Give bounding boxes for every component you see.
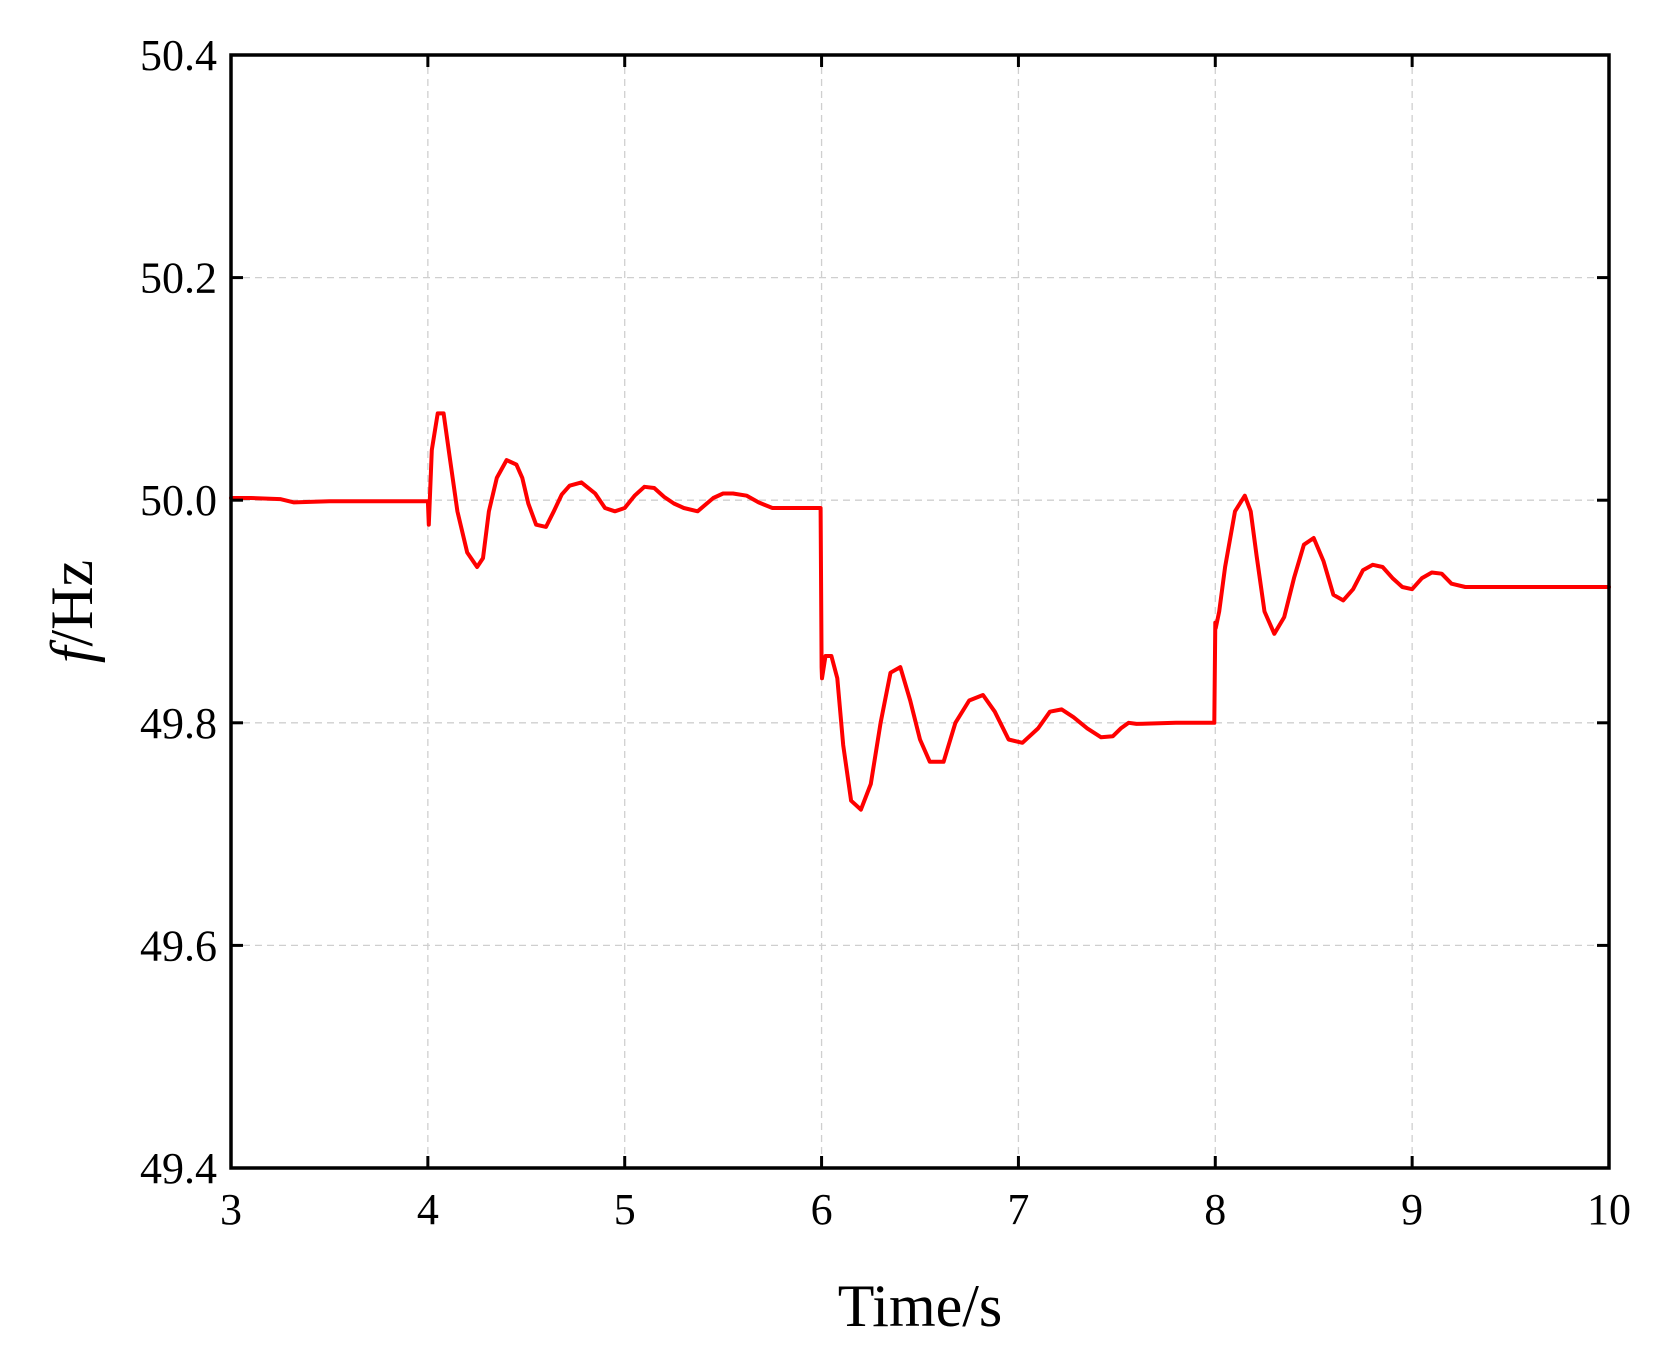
y-tick-label: 49.4 xyxy=(140,1144,217,1193)
y-tick-label: 50.4 xyxy=(140,31,217,80)
x-tick-labels: 3 4 5 6 7 8 9 10 xyxy=(220,1185,1631,1234)
y-tick-label: 50.0 xyxy=(140,476,217,525)
x-tick-label: 6 xyxy=(811,1185,833,1234)
y-tick-label: 50.2 xyxy=(140,254,217,303)
x-tick-label: 4 xyxy=(417,1185,439,1234)
frequency-series-line xyxy=(229,411,1611,812)
x-axis-title: Time/s xyxy=(838,1273,1003,1339)
y-axis-title-unit: /Hz xyxy=(39,560,105,647)
x-tick-label: 8 xyxy=(1204,1185,1226,1234)
y-axis-title: f/Hz xyxy=(39,560,105,663)
y-tick-label: 49.6 xyxy=(140,921,217,970)
x-tick-label: 3 xyxy=(220,1185,242,1234)
axis-ticks xyxy=(229,53,1611,1170)
grid-lines xyxy=(231,55,1609,1168)
x-tick-label: 7 xyxy=(1007,1185,1029,1234)
x-tick-label: 10 xyxy=(1587,1185,1631,1234)
y-tick-label: 49.8 xyxy=(140,699,217,748)
x-tick-label: 9 xyxy=(1401,1185,1423,1234)
x-tick-label: 5 xyxy=(614,1185,636,1234)
y-tick-labels: 49.4 49.6 49.8 50.0 50.2 50.4 xyxy=(140,31,217,1193)
plot-frame xyxy=(229,53,1611,1170)
